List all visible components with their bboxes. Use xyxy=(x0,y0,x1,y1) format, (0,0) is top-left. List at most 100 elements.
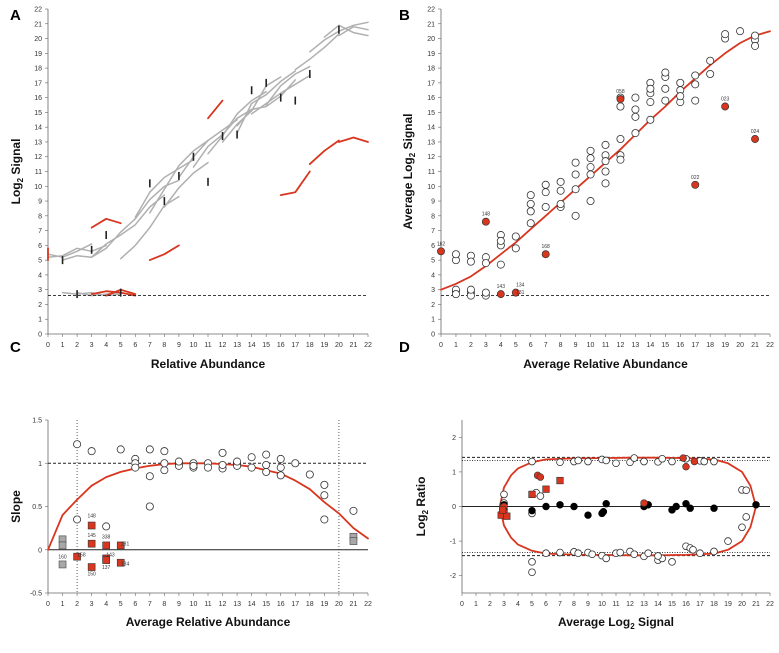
red-point xyxy=(640,499,648,507)
y-tick-label: 19 xyxy=(34,51,42,58)
open-point xyxy=(541,180,550,189)
x-tick-label: 4 xyxy=(104,601,108,608)
open-point xyxy=(646,98,655,107)
open-point xyxy=(586,146,595,155)
panel-a: A0 1 2 3 4 5 6 7 8 9 10 11 12 13 14 15 16 17 18 19 20 21 22012… xyxy=(9,7,372,372)
x-tick-label: 18 xyxy=(710,601,718,608)
x-tick-label: 15 xyxy=(262,342,270,349)
x-axis-label-main: Average Log xyxy=(558,615,630,629)
gray-series-line xyxy=(163,161,209,208)
x-tick-label: 19 xyxy=(320,601,328,608)
x-tick-label: 7 xyxy=(148,601,152,608)
x-tick-label: 3 xyxy=(484,342,488,349)
red-series-line xyxy=(338,136,369,143)
x-tick-label: 22 xyxy=(766,342,774,349)
open-point xyxy=(262,467,271,476)
x-tick-label: 6 xyxy=(529,342,533,349)
y-tick-label: -2 xyxy=(450,573,456,580)
open-point xyxy=(541,202,550,211)
y-tick-label: 2 xyxy=(431,302,435,309)
open-point xyxy=(676,78,685,87)
x-tick-label: 13 xyxy=(233,342,241,349)
x-tick-label: 18 xyxy=(306,342,314,349)
x-tick-label: 21 xyxy=(752,601,760,608)
y-tick-label: 12 xyxy=(34,154,42,161)
open-point xyxy=(145,502,154,511)
y-tick-label: 18 xyxy=(34,66,42,73)
x-tick-label: 7 xyxy=(148,342,152,349)
gray-square xyxy=(58,541,67,550)
y-tick-label: 8 xyxy=(431,213,435,220)
x-tick-label: 9 xyxy=(177,342,181,349)
y-tick-label: 14 xyxy=(34,125,42,132)
open-point xyxy=(571,158,580,167)
y-axis-label: Average Log2 Signal xyxy=(401,113,417,229)
y-tick-label: 0.5 xyxy=(32,504,42,511)
open-point xyxy=(541,188,550,197)
x-tick-label: 21 xyxy=(751,342,759,349)
x-tick-label: 16 xyxy=(682,601,690,608)
black-point xyxy=(686,504,694,512)
open-point xyxy=(602,456,610,465)
y-tick-label: 9 xyxy=(431,199,435,206)
gray-square xyxy=(349,537,358,545)
y-tick-label: 18 xyxy=(427,66,435,73)
open-point xyxy=(291,459,300,468)
y-tick-label: 6 xyxy=(38,243,42,250)
open-point xyxy=(116,445,125,454)
open-point xyxy=(706,70,715,79)
x-tick-label: 10 xyxy=(598,601,606,608)
open-point xyxy=(616,134,625,143)
x-tick-label: 18 xyxy=(706,342,714,349)
red-series-line xyxy=(90,217,122,229)
point-annotation: 131 xyxy=(516,290,525,296)
black-point xyxy=(556,501,564,509)
black-point xyxy=(710,504,718,512)
point-annotation: 158 xyxy=(77,553,86,559)
open-point xyxy=(160,466,169,475)
y-tick-label: 20 xyxy=(427,36,435,43)
point-annotation: 134 xyxy=(516,283,525,289)
point-annotation: 150 xyxy=(87,572,96,578)
x-tick-label: 17 xyxy=(691,342,699,349)
open-point xyxy=(320,515,329,524)
open-point xyxy=(631,112,640,121)
y-tick-label: 7 xyxy=(431,228,435,235)
x-tick-label: 3 xyxy=(90,342,94,349)
fit-curve xyxy=(47,462,369,551)
open-point xyxy=(644,549,652,558)
open-point xyxy=(247,453,256,462)
point-annotation: 160 xyxy=(58,554,67,560)
open-point xyxy=(526,207,535,216)
x-tick-label: 3 xyxy=(90,601,94,608)
black-point xyxy=(542,502,550,511)
open-point xyxy=(631,93,640,102)
open-point xyxy=(511,232,520,241)
gray-square xyxy=(58,560,67,569)
y-tick-label: -1 xyxy=(450,539,456,546)
x-tick-label: 8 xyxy=(162,342,166,349)
y-tick-label: 2 xyxy=(452,435,456,442)
x-tick-label: 15 xyxy=(262,601,270,608)
point-annotation: 143 xyxy=(497,284,506,290)
x-tick-label: 20 xyxy=(736,342,744,349)
open-point xyxy=(616,548,624,557)
point-annotation: 338 xyxy=(102,535,111,541)
x-axis-label-tail: Signal xyxy=(635,615,674,629)
x-tick-label: 9 xyxy=(574,342,578,349)
open-point xyxy=(661,96,670,105)
y-axis-label-tail: Signal xyxy=(401,113,415,152)
open-point xyxy=(481,288,490,297)
x-tick-label: 0 xyxy=(46,342,50,349)
red-point xyxy=(541,250,550,259)
open-point xyxy=(586,197,595,206)
y-axis-label-subscript: 2 xyxy=(16,177,25,182)
red-square xyxy=(116,541,125,550)
open-point xyxy=(276,463,285,472)
open-point xyxy=(536,492,545,500)
black-point xyxy=(528,506,536,515)
y-tick-label: 3 xyxy=(38,287,42,294)
gray-series-line xyxy=(294,33,340,71)
y-tick-label: 1 xyxy=(38,317,42,324)
open-point xyxy=(588,550,596,559)
